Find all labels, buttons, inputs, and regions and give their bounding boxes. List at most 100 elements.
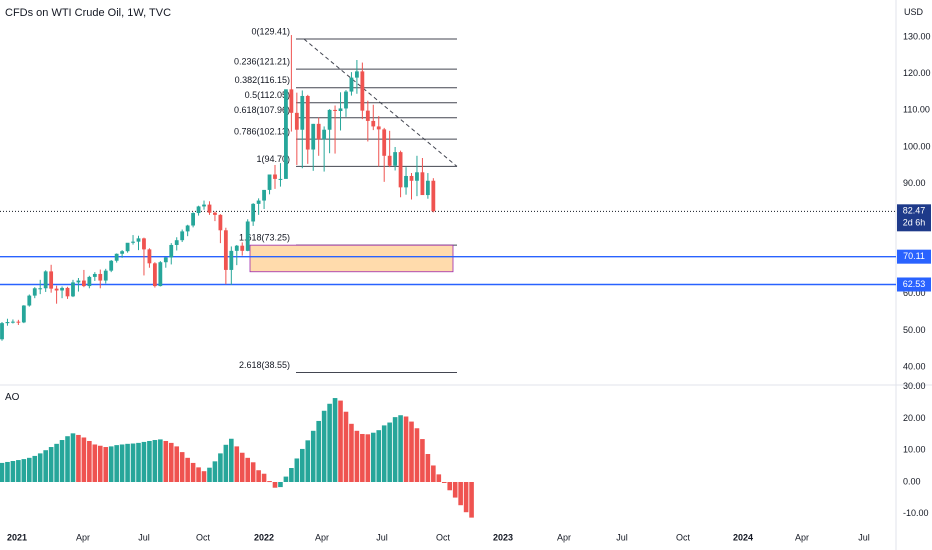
candle-body[interactable] — [305, 95, 310, 150]
candle-body[interactable] — [289, 89, 294, 113]
candle-body[interactable] — [136, 238, 141, 242]
candle-body[interactable] — [109, 260, 114, 271]
ao-bar — [141, 441, 147, 482]
candle-body[interactable] — [5, 322, 10, 324]
candle-body[interactable] — [21, 305, 26, 323]
candle-body[interactable] — [38, 288, 43, 290]
candle-body[interactable] — [11, 321, 15, 323]
ao-bar — [152, 440, 158, 482]
ao-bar — [376, 430, 382, 482]
ao-axis-tick-label: 30.00 — [903, 381, 926, 391]
candle-body[interactable] — [0, 323, 4, 340]
candle-body[interactable] — [174, 240, 179, 245]
candle-body[interactable] — [425, 180, 430, 196]
level-label-bg — [897, 277, 931, 292]
candle-body[interactable] — [147, 249, 152, 264]
candle-body[interactable] — [202, 204, 206, 207]
ao-bar — [441, 482, 447, 483]
candle-body[interactable] — [338, 108, 343, 112]
candle-body[interactable] — [284, 89, 288, 179]
candle-body[interactable] — [267, 174, 272, 190]
ao-bar — [48, 447, 54, 482]
candle-body[interactable] — [251, 203, 256, 222]
ao-bar — [125, 443, 130, 482]
candle-body[interactable] — [158, 262, 163, 287]
candle-body[interactable] — [415, 172, 419, 181]
candle-body[interactable] — [349, 77, 354, 92]
price-axis-tick-label: 40.00 — [903, 362, 926, 372]
candle-body[interactable] — [245, 221, 250, 251]
candle-body[interactable] — [82, 280, 86, 287]
ao-bar — [10, 461, 16, 482]
candle-body[interactable] — [256, 200, 261, 204]
candle-body[interactable] — [409, 175, 414, 181]
candle-body[interactable] — [322, 129, 327, 140]
candle-body[interactable] — [87, 276, 92, 287]
candle-body[interactable] — [393, 152, 398, 166]
candle-body[interactable] — [32, 288, 37, 296]
candle-body[interactable] — [71, 282, 75, 297]
candle-body[interactable] — [120, 251, 125, 254]
candle-body[interactable] — [169, 244, 174, 258]
candle-body[interactable] — [218, 214, 223, 231]
ao-bar — [403, 416, 409, 482]
candle-body[interactable] — [398, 152, 403, 188]
candle-body[interactable] — [49, 271, 54, 289]
candle-body[interactable] — [16, 321, 21, 323]
candle-body[interactable] — [152, 263, 157, 287]
candle-body[interactable] — [229, 250, 234, 270]
candle-body[interactable] — [387, 155, 392, 166]
candle-body[interactable] — [185, 225, 190, 232]
ao-bar — [239, 452, 245, 482]
candle-body[interactable] — [65, 287, 70, 297]
candle-body[interactable] — [163, 257, 168, 263]
candle-body[interactable] — [355, 71, 359, 78]
candle-body[interactable] — [223, 230, 228, 270]
candle-body[interactable] — [76, 280, 81, 283]
candle-body[interactable] — [213, 212, 217, 215]
candle-body[interactable] — [365, 110, 370, 121]
candle-body[interactable] — [360, 71, 365, 111]
candle-body[interactable] — [376, 126, 381, 130]
candle-body[interactable] — [311, 123, 316, 150]
candle-body[interactable] — [404, 175, 408, 188]
ao-bar — [0, 462, 5, 482]
candle-body[interactable] — [196, 206, 201, 214]
ao-bar — [349, 423, 354, 482]
candle-body[interactable] — [60, 287, 64, 291]
candle-body[interactable] — [27, 295, 32, 306]
bar-countdown-label: 2d 6h — [903, 218, 926, 228]
candle-body[interactable] — [191, 213, 195, 226]
ao-bar — [469, 482, 474, 518]
candle-body[interactable] — [180, 231, 185, 241]
candle-body[interactable] — [98, 273, 103, 281]
candle-body[interactable] — [371, 120, 376, 127]
candle-body[interactable] — [344, 91, 348, 109]
candle-body[interactable] — [420, 172, 425, 196]
candle-body[interactable] — [207, 204, 212, 213]
candle-body[interactable] — [142, 238, 146, 250]
candle-body[interactable] — [316, 123, 321, 140]
candle-body[interactable] — [382, 129, 387, 156]
candle-body[interactable] — [43, 271, 48, 289]
candle-body[interactable] — [131, 241, 135, 243]
candle-body[interactable] — [92, 273, 97, 277]
ao-bar — [354, 430, 360, 482]
candle-body[interactable] — [327, 109, 332, 130]
candle-body[interactable] — [273, 174, 277, 179]
candle-body[interactable] — [240, 245, 245, 251]
candle-body[interactable] — [431, 180, 436, 212]
candle-body[interactable] — [125, 242, 130, 252]
candle-body[interactable] — [234, 245, 239, 251]
ao-bar — [103, 447, 109, 482]
candle-body[interactable] — [54, 288, 59, 291]
candle-body[interactable] — [114, 253, 119, 261]
candle-body[interactable] — [103, 270, 108, 281]
candle-body[interactable] — [262, 189, 266, 201]
candle-body[interactable] — [278, 178, 283, 180]
candle-body[interactable] — [300, 95, 305, 130]
fib-level-label: 1(94.70) — [256, 154, 290, 164]
candle-body[interactable] — [294, 112, 299, 130]
candle-body[interactable] — [333, 109, 337, 112]
